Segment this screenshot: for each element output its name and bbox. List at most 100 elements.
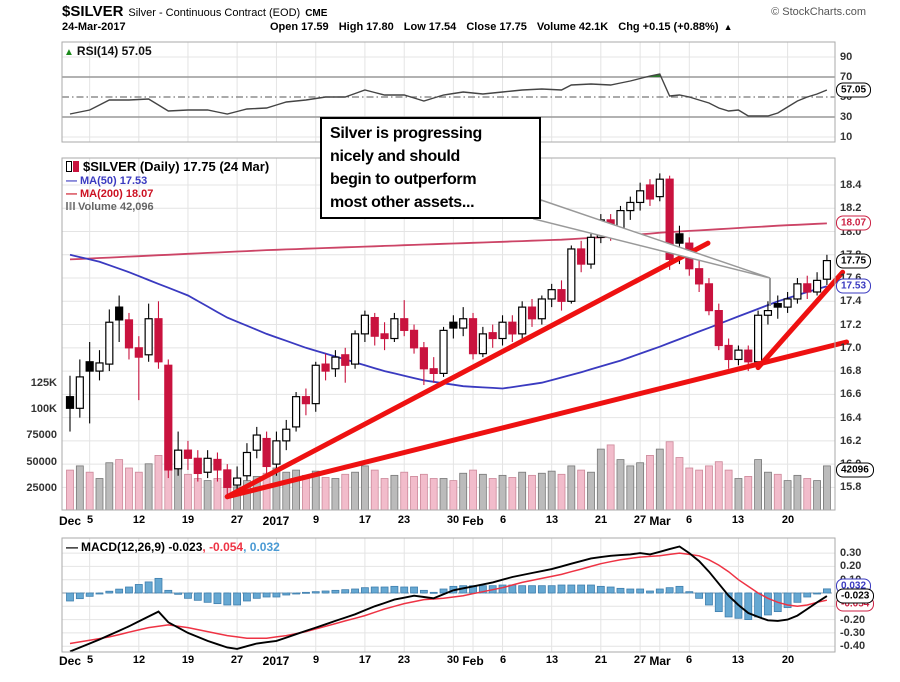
candle-body [459,318,468,329]
candle-body [626,201,635,212]
volume-bar [429,478,438,511]
date-axis-label: 2017 [262,514,290,528]
date-axis-label: Mar [649,514,671,528]
macd-histogram-bar [380,586,389,594]
macd-histogram-bar [823,588,831,594]
candle-body [321,363,330,372]
volume-bar [321,477,330,511]
macd-histogram-bar [203,592,212,603]
volume-bar [469,469,477,511]
candle-body [291,396,301,428]
macd-axis-label: -0.40 [840,640,866,652]
date-axis-label: 20 [781,514,795,526]
candle-body [252,434,261,451]
macd-legend-hist-wrap: , 0.032 [243,540,280,554]
macd-histogram-bar [243,592,251,602]
date-axis-label: 13 [545,654,559,666]
up-arrow-icon: ▲ [723,22,733,32]
annotation-box: Silver is progressing nicely and should … [320,117,541,219]
candle-body [478,333,487,355]
candle-body [655,178,664,198]
volume-bar [744,475,753,511]
date-axis-label: 12 [132,514,146,526]
price-legend-symbol: $SILVER (Daily) 17.75 (24 Mar) [83,159,270,174]
volume-bar [636,462,645,511]
date-axis-label: 6 [685,654,693,666]
candle-body [586,236,596,265]
macd-axis-label: -0.30 [840,627,866,639]
candle-body [547,289,556,300]
date-axis-label: 20 [781,654,795,666]
volume-bars-icon [66,202,75,210]
volume-bar [754,459,762,511]
date-axis-label: 27 [633,654,647,666]
macd-legend-signal: -0.054 [209,540,244,554]
macd-histogram-bar [262,592,271,598]
chg-label: Chg [618,21,640,33]
macd-histogram-bar [223,592,232,606]
date-axis-label: Mar [649,654,671,668]
price-axis-label: 18.2 [840,202,862,214]
ma200-legend: MA(200) 18.07 [80,188,154,200]
upper-fan-line [224,240,711,500]
candle-body [773,303,782,308]
candle-body [341,354,350,366]
macd-histogram-bar [66,592,74,602]
candle-body [311,364,320,405]
candle-body [734,349,743,361]
candle-body [350,333,360,365]
volume-axis-label: 75000 [26,429,57,441]
candle-body [537,298,546,320]
candle-body [675,233,684,244]
macd-histogram-bar [400,586,409,594]
price-axis-label: 15.8 [840,481,862,493]
rsi-value-bubble: 57.05 [836,82,872,98]
chart-date: 24-Mar-2017 [62,21,126,33]
panel-border [61,537,836,653]
volume-bar [331,478,340,511]
candle-body [174,449,183,470]
macd-legend-hist: 0.032 [249,540,280,554]
macd-histogram-bar [115,588,124,594]
volume-bar [105,462,114,511]
macd-axis-label: -0.20 [840,614,866,626]
volume-bar [134,471,143,511]
close-label: Close [466,21,497,33]
macd-histogram-bar [95,592,104,595]
date-axis-label: Feb [462,514,484,528]
volume-bar [793,474,802,511]
candle-body [95,362,104,372]
volume-bar [390,474,399,511]
macd-histogram-bar [302,591,310,594]
candle-body [645,184,655,200]
macd-histogram-bar [341,589,350,594]
macd-histogram-bar [793,592,802,603]
volume-label: Volume [536,21,576,33]
price-axis-label: 16.8 [840,365,862,377]
candle-body [400,318,409,331]
macd-legend: — MACD(12,26,9) -0.023, -0.054, 0.032 [66,540,280,554]
macd-histogram-bar [498,584,507,594]
volume-axis-label: 100K [30,403,57,415]
macd-histogram-bar [105,590,114,594]
date-axis-label: 30 [446,514,460,526]
candle-body [557,289,566,302]
price-value-bubble: 17.75 [836,253,872,269]
price-axis-label: 16.2 [840,435,862,447]
volume-bar [154,454,163,511]
price-axis-label: 17.0 [840,342,862,354]
volume-bar [459,472,468,511]
candle-body [301,396,311,405]
candle-body [518,306,527,335]
volume-bar [419,473,428,511]
macd-histogram-bar [174,592,183,595]
candle-body [498,321,507,340]
annotation-line: most other assets... [330,194,475,211]
volume-bar [823,465,831,511]
candle-body [115,306,124,321]
macd-histogram-bar [164,589,173,594]
candle-body [105,321,114,365]
candle-body [567,248,576,302]
volume-bar [95,478,104,511]
candle-body [144,318,153,356]
